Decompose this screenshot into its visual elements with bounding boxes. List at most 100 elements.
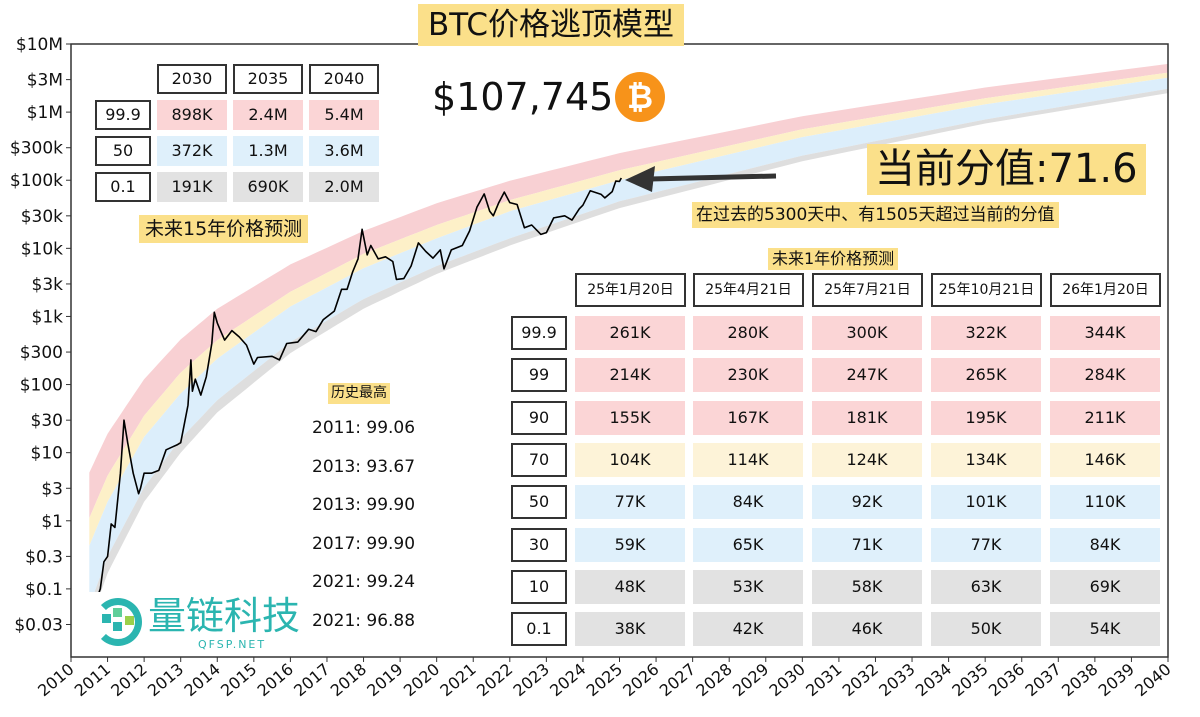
- score-note: 在过去的5300天中、有1505天超过当前的分值: [692, 202, 1059, 228]
- x-tick-label: 2040: [1131, 660, 1174, 701]
- band-red: [89, 63, 1168, 519]
- forecast-cell: 104K: [575, 442, 685, 477]
- forecast-cell: 38K: [575, 612, 685, 647]
- bitcoin-icon: ₿: [615, 72, 665, 122]
- x-tick-label: 2023: [510, 660, 553, 701]
- y-tick-label: $1M: [27, 103, 63, 123]
- logo-name: 量链科技: [148, 594, 301, 638]
- x-tick-label: 2032: [839, 660, 882, 701]
- forecast-cell: 2.4M: [233, 100, 303, 130]
- x-tick-label: 2025: [583, 660, 626, 701]
- forecast-cell: 92K: [812, 485, 922, 520]
- x-tick-label: 2036: [985, 660, 1028, 701]
- forecast-cell: 167K: [693, 400, 803, 435]
- current-price-arrow: [625, 166, 777, 192]
- forecast-cell: 71K: [812, 527, 922, 562]
- x-tick-label: 2033: [875, 660, 918, 701]
- short-term-forecast-title: 未来1年价格预测: [768, 248, 899, 270]
- y-tick-label: $3M: [27, 71, 63, 91]
- forecast-cell: 134K: [931, 442, 1041, 477]
- x-tick-label: 2034: [912, 660, 955, 701]
- forecast-cell: 54K: [1050, 612, 1160, 647]
- y-tick-label: $300k: [10, 139, 63, 159]
- logo: 量链科技 QFSP.NET: [88, 592, 304, 654]
- forecast-cell: 146K: [1050, 442, 1160, 477]
- row-label: 50: [511, 485, 567, 520]
- y-tick-label: $10k: [21, 239, 63, 259]
- row-label: 90: [511, 400, 567, 435]
- y-tick-label: $100: [20, 376, 63, 396]
- x-tick-label: 2017: [290, 660, 333, 701]
- forecast-cell: 300K: [812, 316, 922, 350]
- x-tick-label: 2013: [144, 660, 187, 701]
- forecast-cell: 898K: [157, 100, 227, 130]
- forecast-cell: 77K: [575, 485, 685, 520]
- row-label: 99.9: [95, 100, 151, 130]
- price-series: [90, 177, 623, 611]
- forecast-cell: 265K: [931, 358, 1041, 393]
- forecast-cell: 77K: [931, 527, 1041, 562]
- band-blue: [89, 77, 1168, 607]
- forecast-cell: 261K: [575, 316, 685, 350]
- ath-item: 2011: 99.06: [312, 418, 416, 438]
- forecast-cell: 46K: [812, 612, 922, 647]
- x-tick-label: 2037: [1021, 660, 1064, 701]
- y-tick-label: $30: [31, 411, 63, 431]
- row-label: 70: [511, 442, 567, 477]
- column-header: 2035: [233, 64, 303, 94]
- y-tick-label: $100k: [10, 171, 63, 191]
- y-tick-label: $300: [20, 343, 63, 363]
- y-tick-label: $0.3: [25, 547, 63, 567]
- ath-title: 历史最高: [328, 383, 390, 404]
- x-tick-label: 2027: [656, 660, 699, 701]
- forecast-cell: 63K: [931, 569, 1041, 604]
- price-line: [90, 177, 623, 611]
- forecast-cell: 191K: [157, 172, 227, 202]
- x-tick-label: 2011: [71, 660, 114, 701]
- x-tick-label: 2031: [802, 660, 845, 701]
- forecast-cell: 3.6M: [309, 136, 379, 166]
- x-tick-label: 2019: [363, 660, 406, 701]
- forecast-cell: 53K: [693, 569, 803, 604]
- y-tick-label: $3k: [32, 275, 64, 295]
- forecast-cell: 195K: [931, 400, 1041, 435]
- y-tick-label: $1: [41, 512, 63, 532]
- column-header: 25年10月21日: [931, 273, 1042, 307]
- percentile-bands: [89, 63, 1168, 625]
- x-tick-label: 2026: [619, 660, 662, 701]
- page-title: BTC价格逃顶模型: [418, 4, 685, 46]
- forecast-cell: 124K: [812, 442, 922, 477]
- row-label: 99: [511, 358, 567, 393]
- column-header: 25年7月21日: [812, 273, 923, 307]
- x-tick-label: 2028: [692, 660, 735, 701]
- x-tick-label: 2012: [107, 660, 150, 701]
- column-header: 26年1月20日: [1050, 273, 1161, 307]
- y-tick-label: $30k: [21, 207, 63, 227]
- ath-item: 2021: 99.24: [312, 572, 416, 593]
- forecast-cell: 84K: [1050, 527, 1160, 562]
- forecast-cell: 48K: [575, 569, 685, 604]
- forecast-cell: 69K: [1050, 569, 1160, 604]
- y-tick-label: $10M: [16, 35, 63, 55]
- y-tick-label: $0.1: [25, 580, 63, 600]
- column-header: 2030: [157, 64, 227, 94]
- y-axis: $10M $3M $1M $300k $100k $30k $10k $3k $1k $300 $1…: [10, 35, 71, 636]
- x-tick-label: 2020: [400, 660, 443, 701]
- forecast-cell: 280K: [693, 316, 803, 350]
- x-tick-label: 2016: [254, 660, 297, 701]
- row-label: 50: [95, 136, 151, 166]
- ath-item: 2013: 99.90: [312, 495, 416, 516]
- forecast-cell: 155K: [575, 400, 685, 435]
- x-tick-label: 2022: [473, 660, 516, 701]
- x-tick-label: 2015: [217, 660, 260, 701]
- x-tick-label: 2010: [34, 660, 77, 701]
- x-tick-label: 2024: [546, 660, 589, 701]
- forecast-cell: 690K: [233, 172, 303, 202]
- ath-item: 2013: 93.67: [312, 456, 416, 477]
- ath-item: 2017: 99.90: [312, 533, 416, 554]
- forecast-cell: 372K: [157, 136, 227, 166]
- forecast-cell: 230K: [693, 358, 803, 393]
- forecast-cell: 284K: [1050, 358, 1160, 393]
- y-tick-label: $10: [31, 444, 63, 464]
